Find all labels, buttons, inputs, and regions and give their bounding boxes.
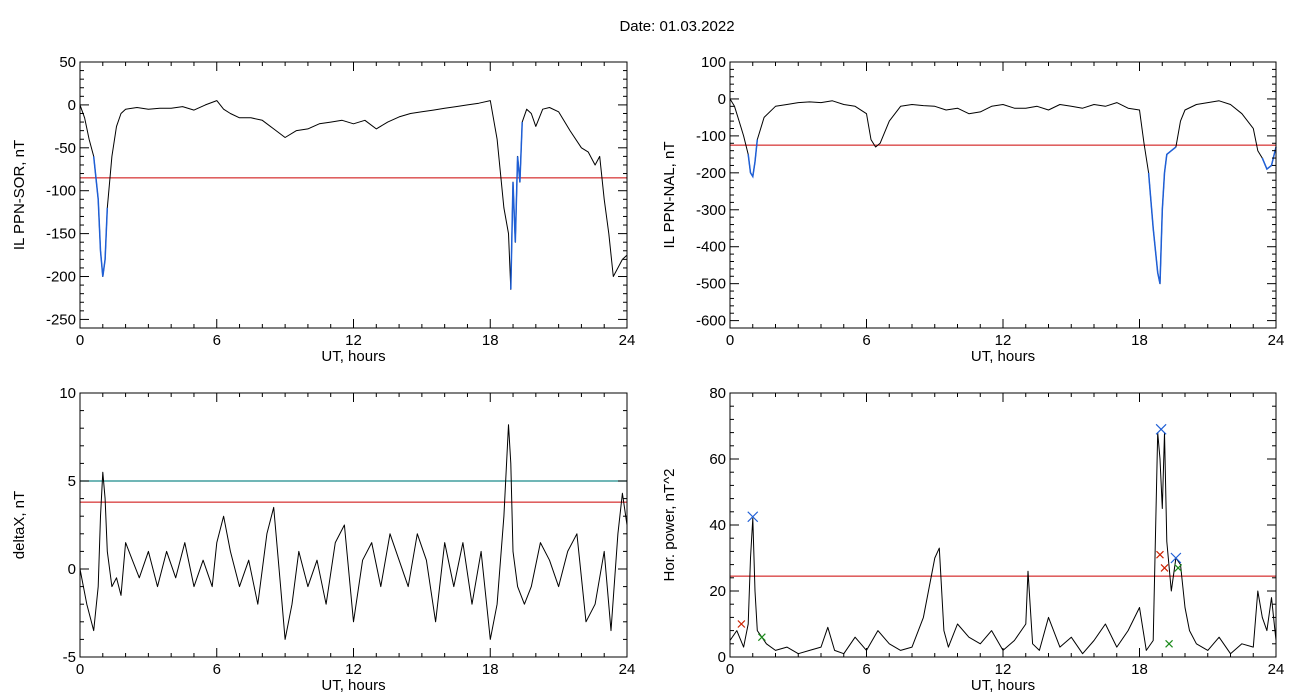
x-axis-label: UT, hours <box>971 348 1035 365</box>
y-tick-label: 80 <box>709 385 726 402</box>
x-tick-label: 18 <box>482 332 499 349</box>
substorm-segment-1 <box>1147 146 1177 284</box>
y-tick-label: 0 <box>68 561 76 578</box>
marker-green-6 <box>757 633 766 642</box>
y-tick-label: 5 <box>68 473 76 490</box>
y-axis-label: deltaX, nT <box>11 491 28 559</box>
y-tick-label: 0 <box>718 649 726 666</box>
marker-stroke <box>1156 550 1164 559</box>
y-tick-label: -600 <box>696 313 726 330</box>
y-tick-label: -150 <box>46 226 76 243</box>
x-tick-label: 6 <box>213 332 221 349</box>
y-tick-label: -400 <box>696 239 726 256</box>
marker-stroke <box>757 633 766 642</box>
y-tick-label: 20 <box>709 583 726 600</box>
marker-stroke <box>1155 423 1167 435</box>
substorm-segment-1 <box>510 122 523 290</box>
plot-frame <box>729 392 1277 658</box>
x-tick-label: 0 <box>76 661 84 678</box>
y-tick-label: -100 <box>696 128 726 145</box>
marker-minor-5 <box>1160 563 1169 572</box>
x-tick-label: 6 <box>862 661 870 678</box>
panel-sor: 0 6 12 18 24 UT, hours 50 0 -50 -100 -150 -200 -250 I… <box>11 54 635 365</box>
marker-green-8 <box>1174 563 1183 572</box>
x-axis-label: UT, hours <box>321 348 385 365</box>
marker-peak-1 <box>1155 423 1167 435</box>
x-tick-label: 6 <box>862 332 870 349</box>
plot-frame <box>79 61 628 329</box>
substorm-segment-0 <box>747 139 759 179</box>
marker-stroke <box>1174 563 1183 572</box>
y-tick-label: 0 <box>68 97 76 114</box>
panel-nal: 0 6 12 18 24 UT, hours 100 0 -100 -200 -300 -400 -50… <box>661 54 1284 365</box>
marker-peak-2 <box>1170 552 1182 564</box>
x-tick-label: 6 <box>213 661 221 678</box>
x-tick-label: 12 <box>995 332 1012 349</box>
page-title: Date: 01.03.2022 <box>619 18 735 35</box>
y-axis-label: IL PPN-SOR, nT <box>11 140 28 250</box>
marker-minor-3 <box>737 620 746 628</box>
series-line-0 <box>729 432 1277 655</box>
y-tick-label: -500 <box>696 276 726 293</box>
marker-stroke <box>1165 639 1173 648</box>
x-axis-label: UT, hours <box>321 677 385 694</box>
marker-stroke <box>1160 563 1169 572</box>
y-tick-label: 0 <box>718 91 726 108</box>
panel-power: 0 6 12 18 24 UT, hours 80 60 40 20 0 Hor. power, nT… <box>661 385 1284 694</box>
x-axis-label: UT, hours <box>971 677 1035 694</box>
y-tick-label: 10 <box>59 385 76 402</box>
x-tick-label: 18 <box>1131 661 1148 678</box>
x-tick-label: 24 <box>1268 661 1285 678</box>
x-tick-label: 24 <box>619 661 636 678</box>
y-tick-label: -5 <box>63 649 76 666</box>
y-tick-label: -250 <box>46 311 76 328</box>
substorm-segment-2 <box>1261 146 1277 171</box>
marker-stroke <box>747 511 759 523</box>
marker-stroke <box>737 620 746 628</box>
x-tick-label: 18 <box>482 661 499 678</box>
marker-peak-0 <box>747 511 759 523</box>
y-tick-label: -50 <box>54 140 76 157</box>
x-tick-label: 24 <box>1268 332 1285 349</box>
y-tick-label: -100 <box>46 183 76 200</box>
series-line-0 <box>79 424 628 640</box>
x-tick-label: 12 <box>345 332 362 349</box>
marker-stroke <box>1170 552 1182 564</box>
x-tick-label: 24 <box>619 332 636 349</box>
y-tick-label: 60 <box>709 451 726 468</box>
y-axis-label: IL PPN-NAL, nT <box>661 142 678 249</box>
substorm-segment-0 <box>92 156 109 277</box>
y-tick-label: 50 <box>59 54 76 71</box>
x-tick-label: 0 <box>76 332 84 349</box>
x-tick-label: 12 <box>995 661 1012 678</box>
y-tick-label: -200 <box>46 269 76 286</box>
y-tick-label: 40 <box>709 517 726 534</box>
x-tick-label: 0 <box>726 332 734 349</box>
series-line-0 <box>729 98 1277 285</box>
series-line-0 <box>79 100 628 290</box>
marker-minor-4 <box>1156 550 1164 559</box>
x-tick-label: 0 <box>726 661 734 678</box>
x-tick-label: 12 <box>345 661 362 678</box>
y-axis-label: Hor. power, nT^2 <box>661 469 678 582</box>
y-tick-label: 100 <box>701 54 726 71</box>
x-tick-label: 18 <box>1131 332 1148 349</box>
y-tick-label: -200 <box>696 165 726 182</box>
marker-green-7 <box>1165 639 1173 648</box>
y-tick-label: -300 <box>696 202 726 219</box>
